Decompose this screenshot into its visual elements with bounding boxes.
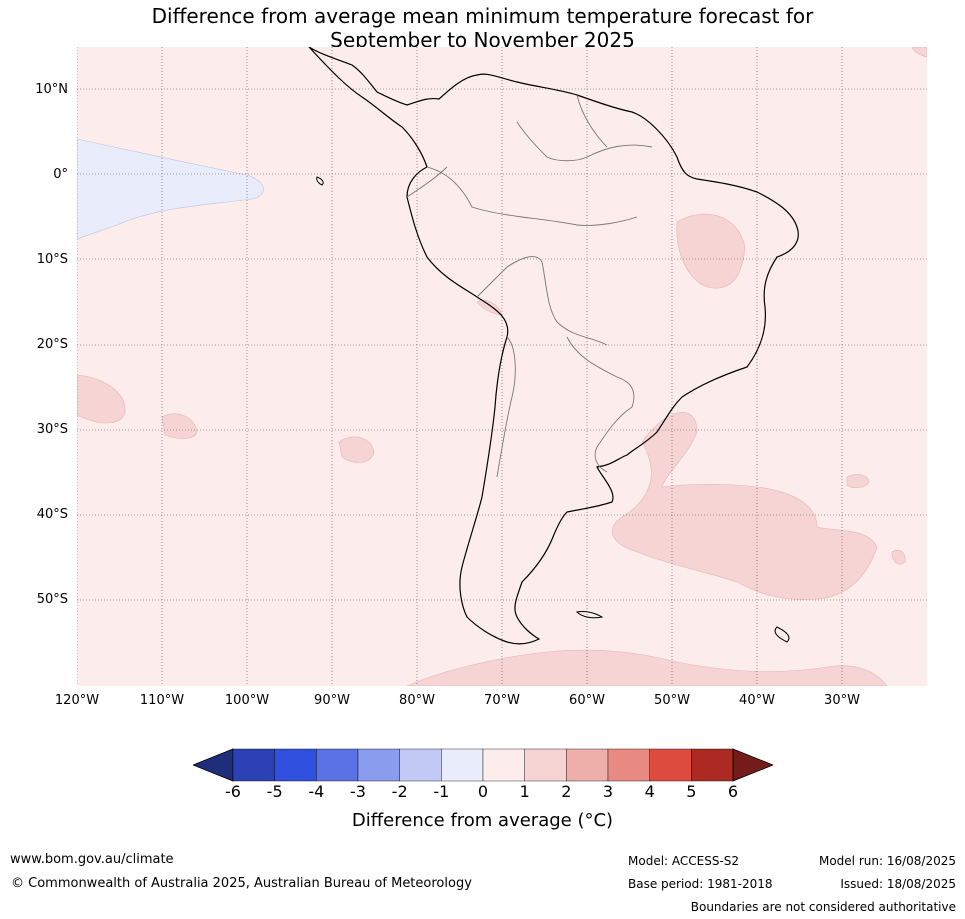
graticule bbox=[77, 47, 927, 686]
colorbar-label: Difference from average (°C) bbox=[351, 810, 614, 831]
footer-model-run: Model run: 16/08/2025 bbox=[818, 854, 956, 868]
colorbar-tick-label: -1 bbox=[433, 782, 450, 801]
lon-label-100w: 100°W bbox=[224, 693, 270, 708]
lon-label-60w: 60°W bbox=[569, 693, 605, 708]
colorbar-extend-low bbox=[193, 748, 234, 782]
colorbar-tick-label: -6 bbox=[225, 782, 241, 801]
colorbar-cell bbox=[524, 748, 567, 782]
lat-label-30s: 30°S bbox=[36, 422, 68, 437]
colorbar-tick-label: 6 bbox=[727, 782, 739, 801]
lon-label-50w: 50°W bbox=[654, 693, 690, 708]
colorbar-cell bbox=[316, 748, 359, 782]
colorbar-cell bbox=[357, 748, 400, 782]
colorbar-tick-label: 1 bbox=[519, 782, 530, 801]
anomaly-region-warm-6 bbox=[611, 412, 878, 600]
colorbar-cell bbox=[399, 748, 442, 782]
lat-label-10n: 10°N bbox=[35, 82, 68, 97]
footer-model: Model: ACCESS-S2 bbox=[628, 854, 740, 868]
lat-label-40s: 40°S bbox=[36, 507, 68, 522]
colorbar-tick-label: -2 bbox=[391, 782, 408, 801]
anomaly-region-warm-3 bbox=[338, 436, 375, 463]
colorbar-cell bbox=[566, 748, 609, 782]
colorbar bbox=[193, 748, 773, 782]
colorbar-cell bbox=[232, 748, 275, 782]
anomaly-region-warm-2 bbox=[161, 413, 198, 439]
colorbar-tick-label: 0 bbox=[477, 782, 489, 801]
footer-issued: Issued: 18/08/2025 bbox=[840, 877, 956, 891]
anomaly-region-warm-8 bbox=[891, 549, 906, 565]
anomaly-region-warm-7 bbox=[846, 474, 870, 488]
colorbar-tick-label: 2 bbox=[561, 782, 572, 801]
country-borders bbox=[406, 94, 653, 478]
colorbar-tick-label: 3 bbox=[602, 782, 614, 801]
colorbar-tick-label: 4 bbox=[644, 782, 655, 801]
south-america-coastline bbox=[308, 47, 799, 645]
colorbar-cell bbox=[691, 748, 734, 782]
colorbar-tick-label: -4 bbox=[308, 782, 325, 801]
colorbar-tick-label: 5 bbox=[686, 782, 697, 801]
lat-label-0: 0° bbox=[53, 167, 68, 182]
footer-disclaimer: Boundaries are not considered authoritat… bbox=[690, 900, 956, 914]
anomaly-region-warm-9 bbox=[406, 649, 888, 686]
colorbar-cell bbox=[607, 748, 650, 782]
islands bbox=[316, 176, 790, 643]
lon-label-30w: 30°W bbox=[824, 693, 860, 708]
lon-label-70w: 70°W bbox=[484, 693, 520, 708]
colorbar-cell bbox=[274, 748, 317, 782]
title-line-1: Difference from average mean minimum tem… bbox=[151, 4, 814, 28]
lat-label-20s: 20°S bbox=[36, 337, 68, 352]
colorbar-cell bbox=[482, 748, 525, 782]
lon-label-80w: 80°W bbox=[399, 693, 435, 708]
lon-label-120w: 120°W bbox=[54, 693, 100, 708]
colorbar-extend-high bbox=[732, 748, 773, 782]
lat-label-10s: 10°S bbox=[36, 252, 68, 267]
map-svg bbox=[77, 47, 927, 686]
footer-website: www.bom.gov.au/climate bbox=[10, 852, 174, 867]
colorbar-tick-label: -5 bbox=[266, 782, 283, 801]
anomaly-region-cool bbox=[77, 138, 264, 240]
colorbar-cell bbox=[649, 748, 692, 782]
footer-copyright: © Commonwealth of Australia 2025, Austra… bbox=[11, 876, 472, 891]
lat-label-50s: 50°S bbox=[36, 592, 68, 607]
colorbar-tick-label: -3 bbox=[350, 782, 366, 801]
anomaly-region-warm-1 bbox=[77, 374, 126, 424]
lon-label-90w: 90°W bbox=[314, 693, 350, 708]
lon-label-110w: 110°W bbox=[139, 693, 185, 708]
map-area bbox=[77, 47, 927, 686]
anomaly-region-warm-4 bbox=[676, 213, 746, 289]
lon-label-40w: 40°W bbox=[739, 693, 775, 708]
map-title: Difference from average mean minimum tem… bbox=[0, 4, 965, 52]
footer-base-period: Base period: 1981-2018 bbox=[628, 877, 773, 891]
anomaly-region-warm-10 bbox=[911, 47, 927, 58]
colorbar-cell bbox=[441, 748, 484, 782]
